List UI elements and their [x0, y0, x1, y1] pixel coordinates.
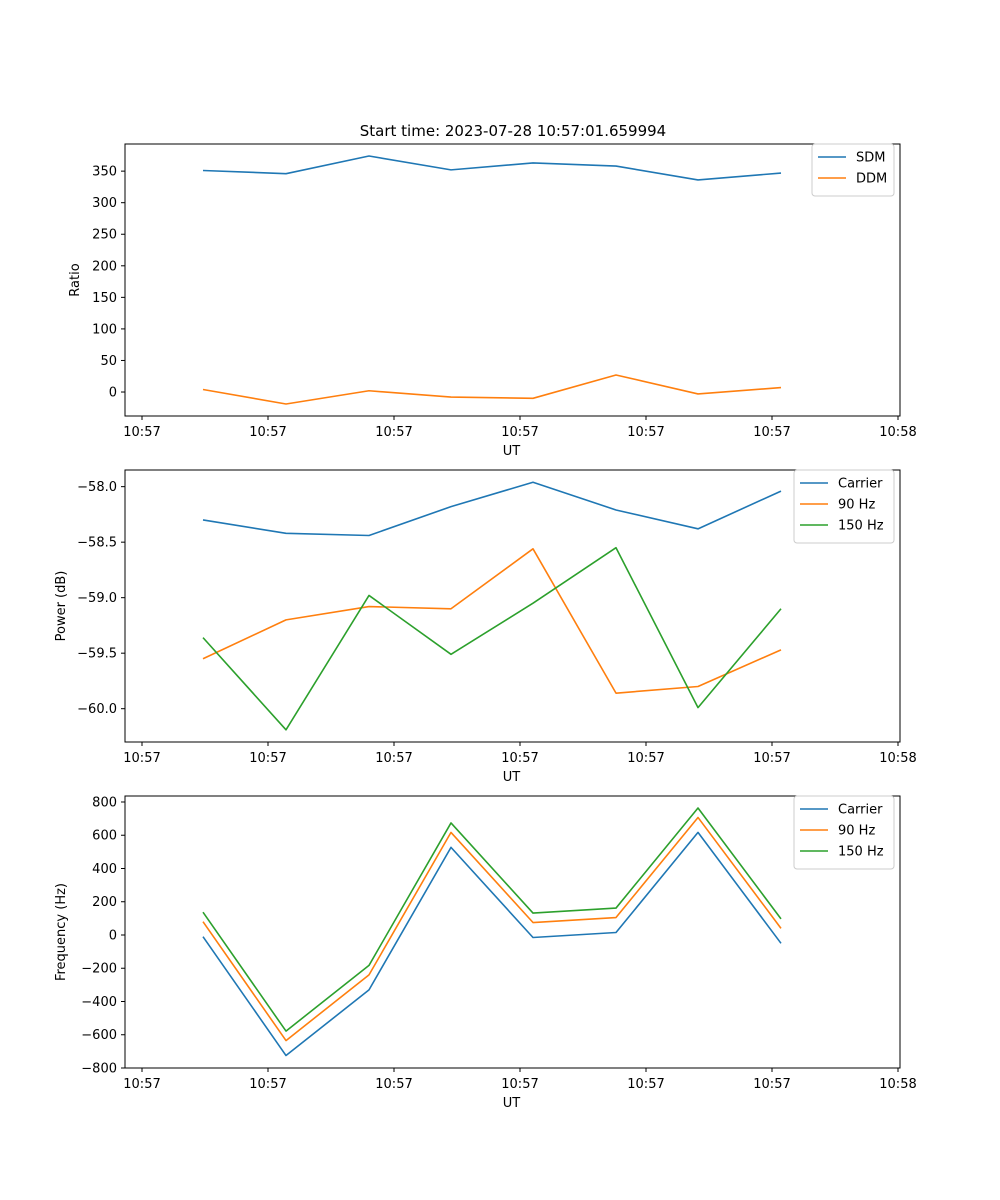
subplot-2: 10:57 10:57 10:57 10:57 10:57 10:57 10:58 −60.0… — [54, 469, 917, 785]
legend: Carrier 90 Hz 150 Hz — [793, 795, 895, 870]
series-line-sdm — [202, 155, 782, 181]
y-tick-label: 300 — [92, 196, 117, 211]
x-tick-label: 10:57 — [249, 751, 286, 766]
y-tick-label: 200 — [92, 895, 117, 910]
subplots: 10:57 10:57 10:57 10:57 10:57 10:57 10:58 0 50 10… — [54, 143, 917, 1111]
y-tick-label: 200 — [92, 259, 117, 274]
x-tick-label: 10:57 — [753, 1077, 790, 1092]
y-tick-label: −58.0 — [77, 480, 117, 495]
x-tick-label: 10:57 — [501, 1077, 538, 1092]
x-tick-label: 10:58 — [879, 1077, 916, 1092]
legend-label: 90 Hz — [838, 824, 875, 839]
series-line-90-hz — [202, 816, 782, 1042]
y-tick-label: −200 — [81, 962, 117, 977]
y-axis-label: Power (dB) — [54, 571, 69, 642]
legend-label: Carrier — [838, 477, 883, 492]
series-line-150-hz — [202, 807, 782, 1032]
x-tick-label: 10:57 — [753, 751, 790, 766]
x-tick-label: 10:57 — [627, 751, 664, 766]
series-line-90-hz — [202, 548, 782, 694]
axes-frame — [124, 143, 901, 417]
series-line-150-hz — [202, 546, 782, 731]
x-tick-label: 10:57 — [123, 751, 160, 766]
subplot-1: 10:57 10:57 10:57 10:57 10:57 10:57 10:58 0 50 10… — [68, 143, 917, 459]
y-axis-label: Ratio — [68, 263, 83, 296]
y-tick-label: −59.5 — [77, 647, 117, 662]
axes-frame — [124, 795, 901, 1069]
y-tick-label: −800 — [81, 1062, 117, 1077]
y-tick-label: 150 — [92, 291, 117, 306]
x-tick-label: 10:57 — [249, 1077, 286, 1092]
y-tick-label: 350 — [92, 165, 117, 180]
legend-label: Carrier — [838, 803, 883, 818]
legend-label: DDM — [856, 172, 887, 187]
x-axis-label: UT — [503, 1096, 521, 1111]
legend-label: 150 Hz — [838, 519, 884, 534]
y-tick-label: −59.0 — [77, 591, 117, 606]
subplot-3: 10:57 10:57 10:57 10:57 10:57 10:57 10:58 −800 −… — [54, 795, 917, 1111]
legend-label: SDM — [856, 151, 885, 166]
y-tick-label: 600 — [92, 829, 117, 844]
y-tick-label: 800 — [92, 795, 117, 810]
x-tick-label: 10:57 — [123, 1077, 160, 1092]
y-tick-label: 400 — [92, 862, 117, 877]
y-tick-label: −400 — [81, 995, 117, 1010]
x-tick-label: 10:57 — [753, 425, 790, 440]
series-line-ddm — [202, 374, 782, 405]
x-axis-label: UT — [503, 770, 521, 785]
legend: Carrier 90 Hz 150 Hz — [793, 469, 895, 544]
x-tick-label: 10:57 — [501, 425, 538, 440]
x-axis-label: UT — [503, 444, 521, 459]
x-tick-label: 10:57 — [375, 1077, 412, 1092]
x-tick-label: 10:57 — [501, 751, 538, 766]
y-axis-label: Frequency (Hz) — [54, 883, 69, 981]
x-tick-label: 10:58 — [879, 425, 916, 440]
figure-title: Start time: 2023-07-28 10:57:01.659994 — [360, 122, 666, 140]
y-tick-label: −60.0 — [77, 702, 117, 717]
legend-label: 90 Hz — [838, 498, 875, 513]
axes-frame — [124, 469, 901, 743]
x-tick-label: 10:57 — [627, 1077, 664, 1092]
y-tick-label: 0 — [109, 928, 117, 943]
y-tick-label: 50 — [100, 354, 117, 369]
x-tick-label: 10:57 — [123, 425, 160, 440]
series-line-carrier — [202, 481, 782, 537]
series-line-carrier — [202, 831, 782, 1057]
legend: SDM DDM — [811, 143, 895, 197]
y-tick-label: −600 — [81, 1028, 117, 1043]
legend-label: 150 Hz — [838, 845, 884, 860]
x-tick-label: 10:57 — [375, 751, 412, 766]
y-tick-label: 250 — [92, 228, 117, 243]
y-tick-label: 100 — [92, 322, 117, 337]
y-tick-label: 0 — [109, 386, 117, 401]
x-tick-label: 10:58 — [879, 751, 916, 766]
x-tick-label: 10:57 — [627, 425, 664, 440]
x-tick-label: 10:57 — [249, 425, 286, 440]
x-tick-label: 10:57 — [375, 425, 412, 440]
y-tick-label: −58.5 — [77, 536, 117, 551]
